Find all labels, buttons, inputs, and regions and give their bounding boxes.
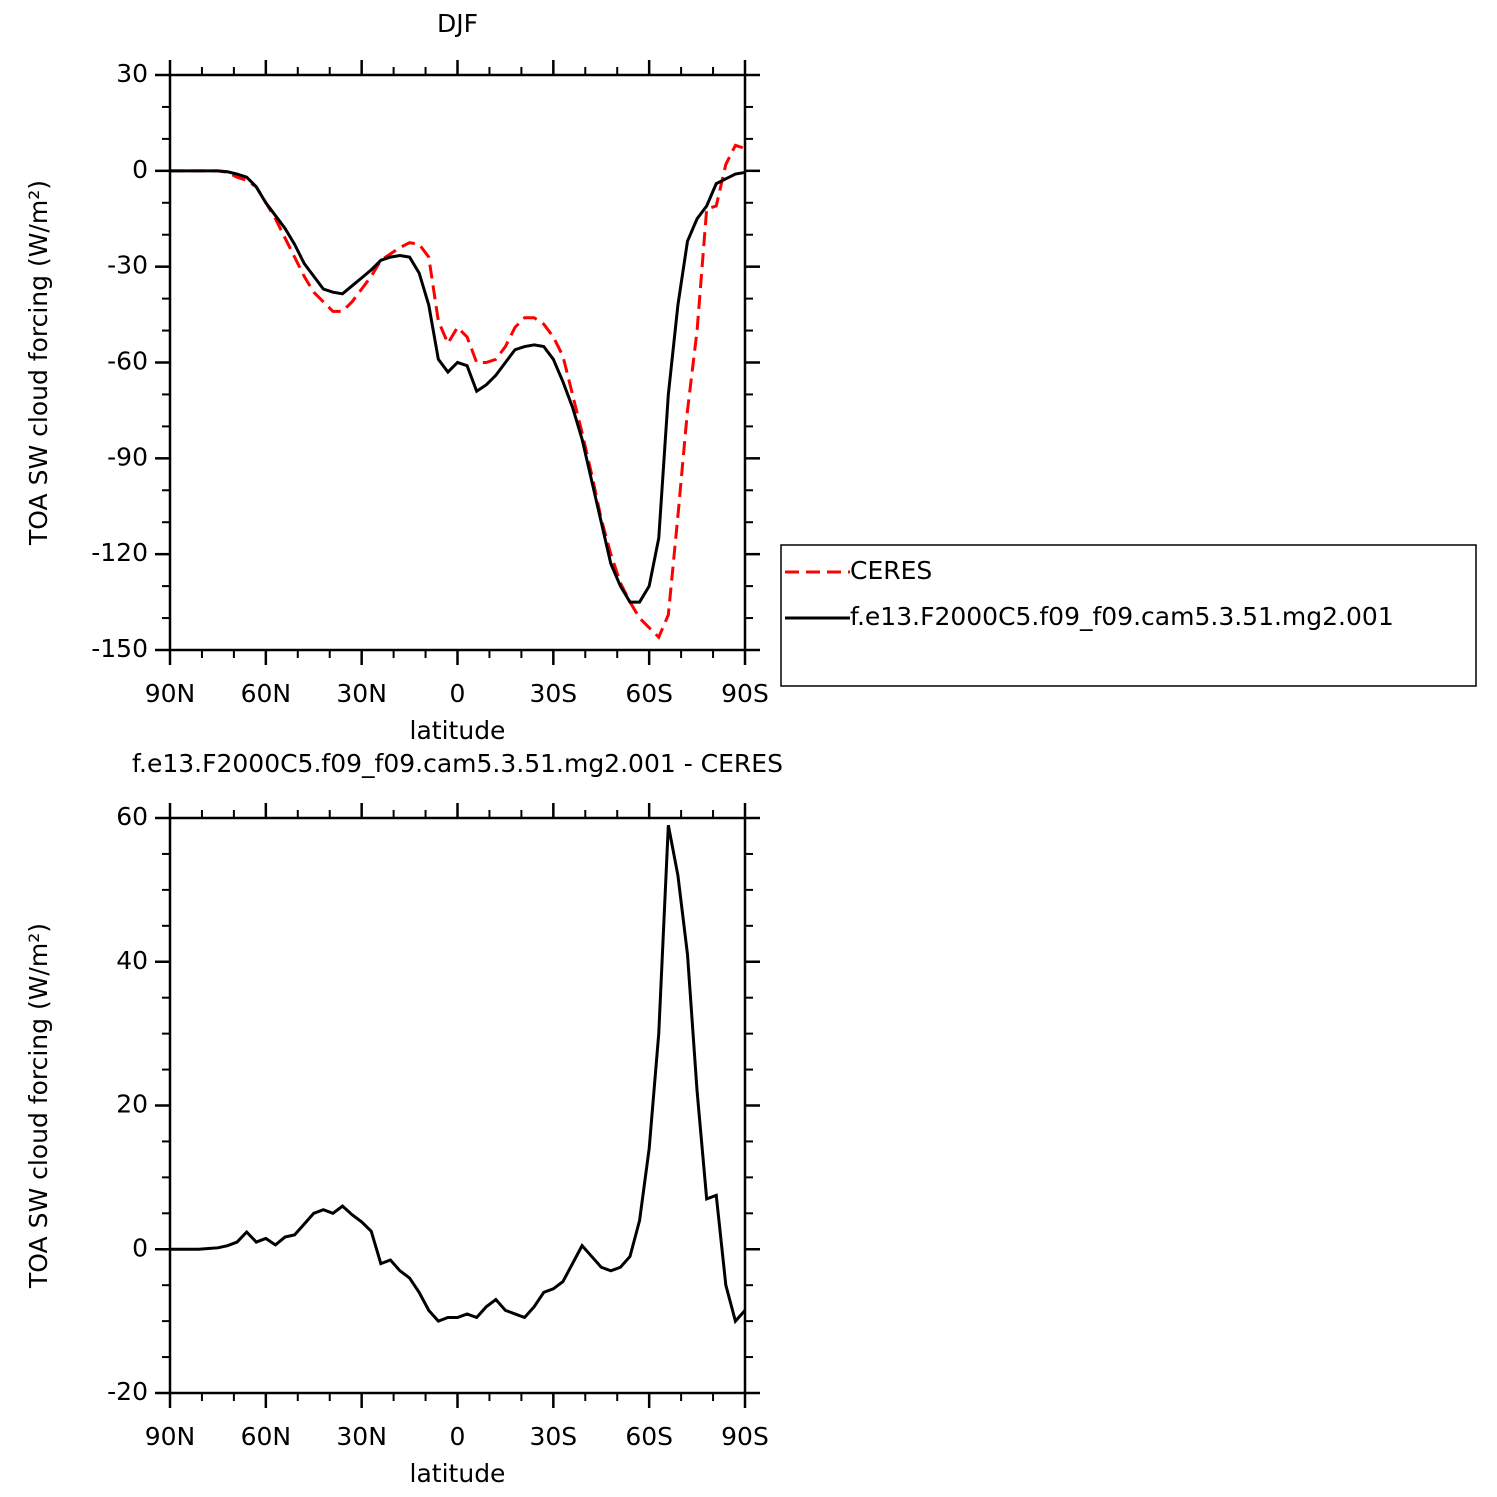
x-tick-label: 30N	[336, 1422, 387, 1451]
y-tick-label: -150	[91, 634, 148, 663]
legend-label: CERES	[850, 556, 932, 585]
x-tick-label: 60N	[241, 1422, 292, 1451]
y-tick-label: -20	[107, 1377, 148, 1406]
plot-frame	[168, 73, 747, 652]
data-line	[170, 169, 746, 604]
x-tick-label: 90S	[721, 1422, 769, 1451]
y-tick-label: -90	[107, 442, 148, 471]
y-axis-label: TOA SW cloud forcing (W/m²)	[24, 180, 53, 546]
y-tick-label: -30	[107, 251, 148, 280]
y-tick-label: 40	[116, 946, 148, 975]
x-axis-label: latitude	[410, 716, 506, 745]
y-axis-label: TOA SW cloud forcing (W/m²)	[24, 923, 53, 1289]
y-tick-label: 0	[132, 1233, 148, 1262]
y-tick-label: 60	[116, 802, 148, 831]
y-tick-label: 0	[132, 155, 148, 184]
x-tick-label: 60N	[241, 679, 292, 708]
x-tick-label: 0	[450, 679, 466, 708]
x-tick-label: 90S	[721, 679, 769, 708]
y-tick-label: -60	[107, 347, 148, 376]
chart-title: f.e13.F2000C5.f09_f09.cam5.3.51.mg2.001 …	[132, 749, 783, 778]
chart-title: DJF	[437, 9, 478, 38]
y-tick-label: 30	[116, 59, 148, 88]
data-line	[170, 824, 747, 1325]
x-tick-label: 90N	[145, 679, 196, 708]
x-tick-label: 60S	[625, 1422, 673, 1451]
legend-label: f.e13.F2000C5.f09_f09.cam5.3.51.mg2.001	[850, 602, 1394, 631]
x-tick-label: 90N	[145, 1422, 196, 1451]
x-tick-label: 0	[450, 1422, 466, 1451]
y-tick-label: -120	[91, 538, 148, 567]
x-tick-label: 60S	[625, 679, 673, 708]
x-tick-label: 30N	[336, 679, 387, 708]
y-tick-label: 20	[116, 1090, 148, 1119]
x-tick-label: 30S	[529, 679, 577, 708]
legend-box	[780, 544, 1477, 687]
x-axis-label: latitude	[410, 1459, 506, 1488]
x-tick-label: 30S	[529, 1422, 577, 1451]
data-line	[170, 143, 746, 640]
plot-frame	[168, 816, 747, 1395]
